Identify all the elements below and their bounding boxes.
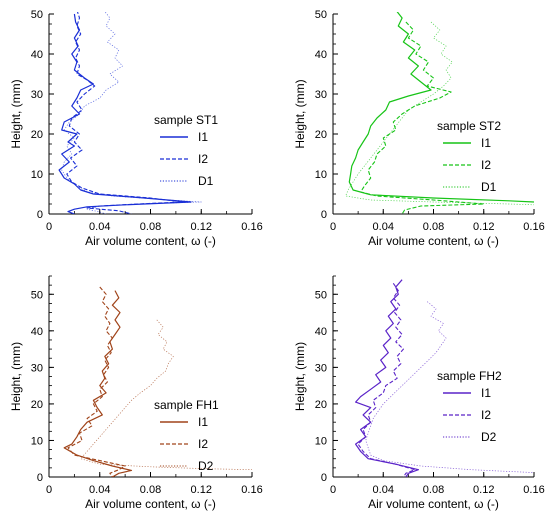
x-tick-label: 0.08 <box>140 484 161 496</box>
chart-panel-2: 0 0.04 0.08 0.12 0.16 0 10 20 30 40 50 Air volume c… <box>293 9 545 248</box>
legend-label-d1: D1 <box>481 180 497 194</box>
y-tick-label: 50 <box>315 9 327 21</box>
series-line-d2 <box>80 319 253 471</box>
legend-label-i2: I2 <box>481 408 491 422</box>
y-tick-label: 50 <box>31 289 43 301</box>
y-tick-label: 30 <box>315 362 327 374</box>
x-tick-label: 0.12 <box>191 221 212 233</box>
y-tick-label: 30 <box>31 362 43 374</box>
x-axis-label: Air volume content, ω (-) <box>368 497 499 511</box>
series-line-i2 <box>67 286 126 477</box>
x-tick-label: 0.16 <box>523 484 544 496</box>
legend-title: sample FH2 <box>437 369 502 383</box>
y-tick-label: 40 <box>315 326 327 338</box>
x-tick-label: 0.16 <box>523 221 544 233</box>
x-axis-label: Air volume content, ω (-) <box>85 497 216 511</box>
x-axis-label: Air volume content, ω (-) <box>85 234 216 248</box>
y-tick-label: 30 <box>315 89 327 101</box>
x-tick-label: 0.16 <box>241 221 262 233</box>
legend-label-i2: I2 <box>198 152 208 166</box>
y-tick-label: 10 <box>31 169 43 181</box>
y-tick-label: 50 <box>315 289 327 301</box>
legend-label-i1: I1 <box>198 130 208 144</box>
x-tick-label: 0.08 <box>423 221 444 233</box>
legend-label-i2: I2 <box>481 158 491 172</box>
x-tick-label: 0.04 <box>89 484 110 496</box>
x-tick-label: 0 <box>330 221 336 233</box>
legend: sample ST2 I1 I2 D1 <box>437 119 501 194</box>
y-tick-label: 20 <box>315 399 327 411</box>
y-tick-label: 10 <box>31 435 43 447</box>
x-tick-label: 0 <box>330 484 336 496</box>
legend-label-d2: D2 <box>481 430 497 444</box>
legend-title: sample ST1 <box>154 113 218 127</box>
y-tick-label: 20 <box>31 399 43 411</box>
chart-panel-1: 0 0.04 0.08 0.12 0.16 0 10 20 30 40 50 Air volume c… <box>9 9 263 248</box>
legend-label-d2: D2 <box>198 459 214 473</box>
legend-label-d1: D1 <box>198 174 214 188</box>
x-tick-label: 0.08 <box>423 484 444 496</box>
x-tick-label: 0 <box>46 484 52 496</box>
x-tick-label: 0.16 <box>241 484 262 496</box>
y-tick-label: 30 <box>31 89 43 101</box>
y-tick-label: 0 <box>321 472 327 484</box>
legend-title: sample ST2 <box>437 119 501 133</box>
y-axis-label: Height, (mm) <box>293 79 307 148</box>
y-axis-label: Height, (mm) <box>293 342 307 411</box>
x-tick-label: 0.04 <box>373 221 394 233</box>
legend-label-i1: I1 <box>481 136 491 150</box>
series-line-d1 <box>345 21 535 206</box>
y-tick-label: 20 <box>315 129 327 141</box>
series-line-d1 <box>61 12 202 214</box>
x-tick-label: 0.12 <box>473 221 494 233</box>
series-line-i2 <box>357 282 416 477</box>
x-tick-label: 0.12 <box>191 484 212 496</box>
y-tick-label: 50 <box>31 9 43 21</box>
series-line-i2 <box>360 21 485 214</box>
y-tick-label: 40 <box>31 49 43 61</box>
series-line-d2 <box>365 301 535 473</box>
series-line-i1 <box>355 279 419 477</box>
chart-panel-3: 0 0.04 0.08 0.12 0.16 0 10 20 30 40 50 Air volume c… <box>9 275 263 511</box>
x-tick-label: 0.04 <box>373 484 394 496</box>
chart-panel-4: 0 0.04 0.08 0.12 0.16 0 10 20 30 40 50 Air volume c… <box>293 275 545 511</box>
y-axis-label: Height, (mm) <box>9 79 23 148</box>
legend-label-i1: I1 <box>198 415 208 429</box>
series-line-i2 <box>66 12 183 214</box>
series-line-i1 <box>63 290 133 477</box>
legend: sample FH1 I1 I2 D2 <box>154 398 219 473</box>
y-axis-label: Height, (mm) <box>9 342 23 411</box>
x-tick-label: 0.08 <box>140 221 161 233</box>
y-tick-label: 0 <box>321 209 327 221</box>
legend-label-i1: I1 <box>481 386 491 400</box>
legend: sample ST1 I1 I2 D1 <box>154 113 218 188</box>
legend-title: sample FH1 <box>154 398 219 412</box>
y-tick-label: 20 <box>31 129 43 141</box>
y-tick-label: 40 <box>31 326 43 338</box>
legend: sample FH2 I1 I2 D2 <box>437 369 502 444</box>
y-tick-label: 10 <box>315 435 327 447</box>
x-tick-label: 0 <box>46 221 52 233</box>
x-tick-label: 0.04 <box>89 221 110 233</box>
legend-label-i2: I2 <box>198 437 208 451</box>
y-tick-label: 0 <box>37 209 43 221</box>
series-line-i1 <box>348 12 535 203</box>
y-tick-label: 10 <box>315 169 327 181</box>
y-tick-label: 0 <box>37 472 43 484</box>
y-tick-label: 40 <box>315 49 327 61</box>
x-axis-label: Air volume content, ω (-) <box>368 234 499 248</box>
x-tick-label: 0.12 <box>473 484 494 496</box>
